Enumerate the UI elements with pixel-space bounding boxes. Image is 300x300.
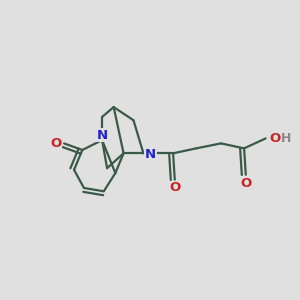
- Text: O: O: [269, 132, 281, 145]
- Text: H: H: [281, 132, 292, 145]
- Text: N: N: [145, 148, 156, 161]
- Text: O: O: [50, 137, 62, 150]
- Text: O: O: [169, 182, 180, 194]
- Text: O: O: [240, 176, 251, 190]
- Text: N: N: [97, 129, 108, 142]
